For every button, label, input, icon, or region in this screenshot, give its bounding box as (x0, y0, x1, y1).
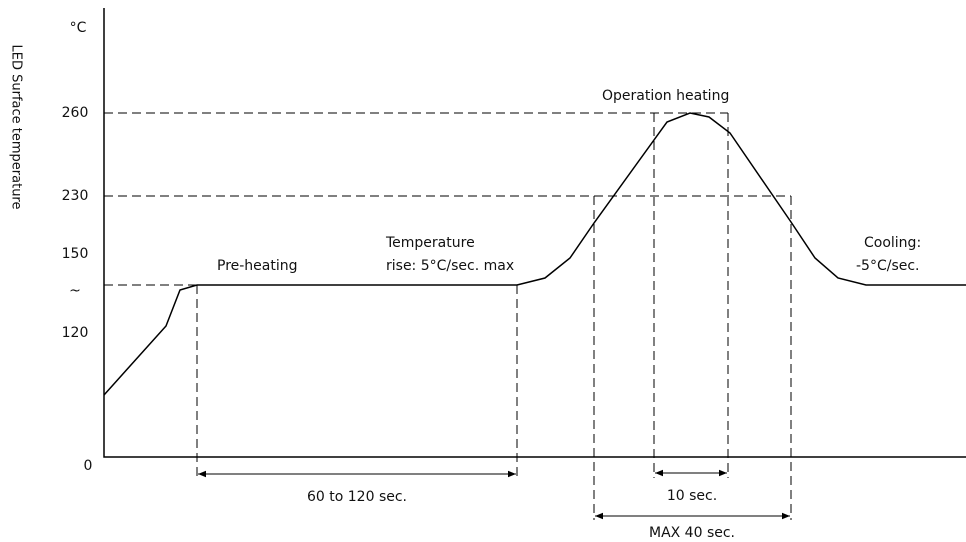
phase-label: -5°C/sec. (856, 258, 920, 274)
y-label: 150 (62, 246, 89, 262)
y-label: 230 (62, 188, 89, 204)
y-label: ~ (69, 283, 81, 299)
y-label: 260 (62, 105, 89, 121)
y-axis-title: LED Surface temperature (9, 45, 24, 210)
phase-label: Pre-heating (217, 258, 298, 274)
phase-label: Temperature (385, 235, 475, 251)
duration-label: 60 to 120 sec. (307, 489, 407, 505)
y-label: 0 (84, 458, 93, 474)
phase-label: Operation heating (602, 88, 729, 104)
y-unit: °C (70, 20, 87, 36)
y-label: 120 (62, 325, 89, 341)
temperature-curve (103, 112, 966, 396)
guide-lines (104, 112, 792, 520)
duration-label: 10 sec. (667, 488, 717, 504)
phase-label: rise: 5°C/sec. max (386, 258, 514, 274)
duration-label: MAX 40 sec. (649, 525, 735, 541)
axes (103, 8, 966, 458)
duration-arrows (198, 469, 790, 520)
phase-label: Cooling: (864, 235, 921, 251)
